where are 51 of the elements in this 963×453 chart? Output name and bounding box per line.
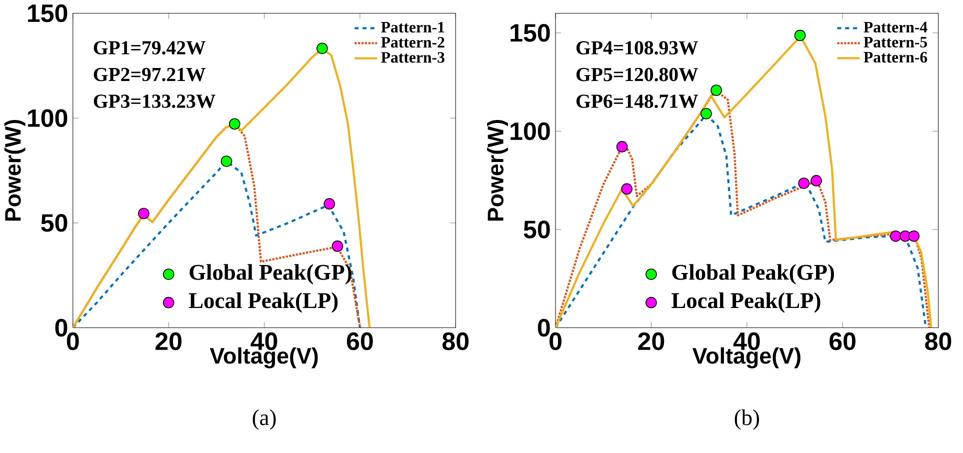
point <box>138 208 150 219</box>
x-tick-label: 0 <box>550 332 562 350</box>
legend-label: Pattern-3 <box>381 52 444 63</box>
legend-label: Pattern-4 <box>864 22 928 32</box>
point <box>908 230 920 242</box>
point <box>794 30 806 41</box>
legend-label: Local Peak(LP) <box>188 292 338 313</box>
annotation: GP2=97.21W <box>94 68 206 82</box>
annotation: GP6=148.71W <box>576 94 698 108</box>
x-tick-label: 80 <box>925 332 952 350</box>
x-tick-label: 60 <box>346 332 373 350</box>
legend-label: Global Peak(GP) <box>190 264 352 284</box>
legend-label: Local Peak(LP) <box>672 292 820 313</box>
point <box>798 177 810 189</box>
legend-label: Pattern-5 <box>864 36 928 48</box>
y-tick-label: 50 <box>41 214 68 232</box>
point <box>228 118 240 130</box>
point <box>700 108 712 120</box>
legend-label: Global Peak(GP) <box>672 264 834 284</box>
text: (a) <box>252 409 276 430</box>
point <box>324 198 336 210</box>
point <box>810 174 822 186</box>
point <box>316 42 328 54</box>
legend-label: Pattern-6 <box>864 52 928 62</box>
annotation: GP3=133.23W <box>94 94 216 108</box>
point <box>710 84 722 96</box>
x-tick-label: 20 <box>638 332 664 350</box>
text: (b) <box>734 409 759 430</box>
x-tick-label: 0 <box>66 332 79 350</box>
annotation: GP5=120.80W <box>576 68 698 82</box>
point <box>890 230 902 242</box>
x-tick-label: 80 <box>442 332 469 350</box>
point <box>616 140 628 152</box>
legend-label: Pattern-2 <box>381 36 444 48</box>
y-tick-label: 50 <box>524 220 550 238</box>
annotation: GP4=108.93W <box>576 40 698 54</box>
point <box>621 183 632 194</box>
y-tick-label: 150 <box>510 24 550 42</box>
point <box>220 155 232 167</box>
y-tick-label: 100 <box>28 109 68 127</box>
annotation: GP1=79.42W <box>94 40 206 54</box>
y-axis-title: Power(W) <box>487 120 508 221</box>
legend-label: Pattern-1 <box>381 22 444 32</box>
y-tick-label: 100 <box>510 122 550 140</box>
y-tick-label: 150 <box>28 4 68 22</box>
y-axis-title: Power(W) <box>4 120 26 221</box>
x-tick-label: 20 <box>156 332 182 350</box>
y-tick-label: 0 <box>538 318 550 336</box>
x-tick-label: 60 <box>830 332 856 350</box>
y-tick-label: 0 <box>55 318 68 336</box>
point <box>332 240 344 252</box>
